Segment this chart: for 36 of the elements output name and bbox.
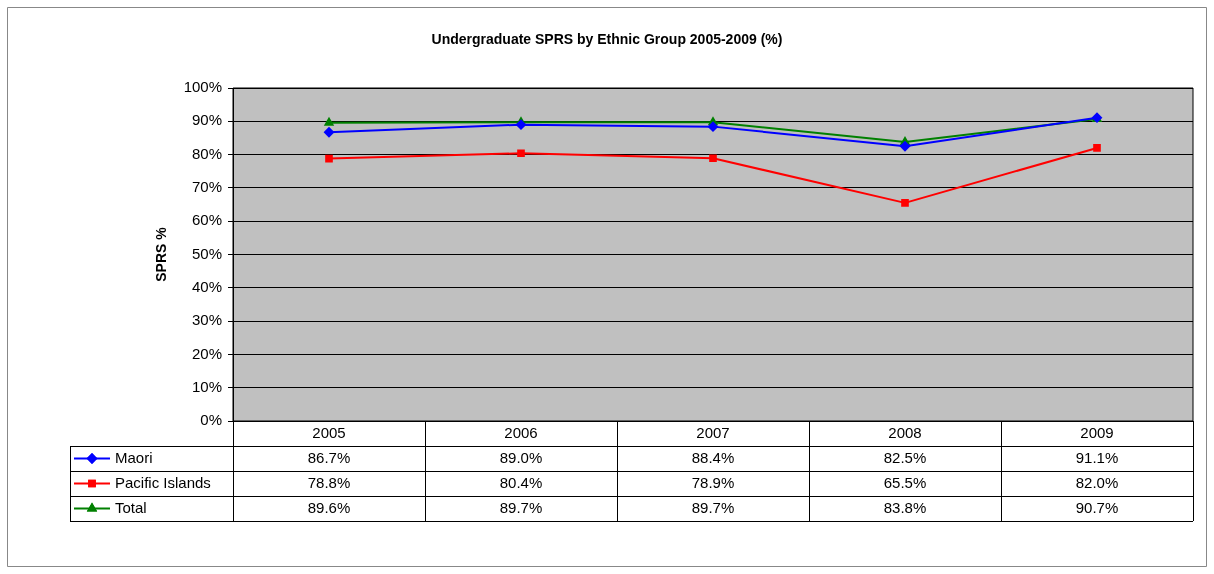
- data-label: 82.5%: [883, 448, 927, 466]
- legend-label: Maori: [115, 448, 153, 466]
- data-label: 89.0%: [499, 448, 543, 466]
- data-label: 90.7%: [1075, 498, 1119, 516]
- y-tick-label: 90%: [191, 111, 222, 129]
- data-label: 89.6%: [307, 498, 351, 516]
- data-label: 78.8%: [307, 473, 351, 491]
- y-tick-label: 60%: [191, 211, 222, 229]
- y-tick-label: 50%: [191, 244, 222, 262]
- data-label: 88.4%: [691, 448, 735, 466]
- x-tick-label: 2008: [888, 423, 922, 441]
- y-axis-title: SPRS %: [153, 226, 170, 282]
- legend-label: Total: [115, 498, 147, 516]
- data-label: 91.1%: [1075, 448, 1119, 466]
- x-tick-label: 2009: [1080, 423, 1114, 441]
- y-tick-label: 40%: [191, 277, 222, 295]
- x-tick-label: 2007: [696, 423, 730, 441]
- data-label: 82.0%: [1075, 473, 1119, 491]
- y-tick-label: 80%: [191, 144, 222, 162]
- data-label: 80.4%: [499, 473, 543, 491]
- y-tick-label: 10%: [191, 377, 222, 395]
- x-tick-label: 2006: [504, 423, 538, 441]
- data-label: 83.8%: [883, 498, 927, 516]
- data-label: 86.7%: [307, 448, 351, 466]
- y-tick-label: 30%: [191, 311, 222, 329]
- chart-title: Undergraduate SPRS by Ethnic Group 2005-2009 (%): [431, 30, 783, 47]
- y-tick-label: 100%: [183, 78, 222, 96]
- x-tick-label: 2005: [312, 423, 346, 441]
- y-tick-label: 20%: [191, 344, 222, 362]
- data-label: 89.7%: [499, 498, 543, 516]
- data-label: 89.7%: [691, 498, 735, 516]
- y-tick-label: 70%: [191, 178, 222, 196]
- data-label: 78.9%: [691, 473, 735, 491]
- y-tick-label: 0%: [200, 411, 222, 429]
- legend-label: Pacific Islands: [115, 473, 211, 491]
- data-label: 65.5%: [883, 473, 927, 491]
